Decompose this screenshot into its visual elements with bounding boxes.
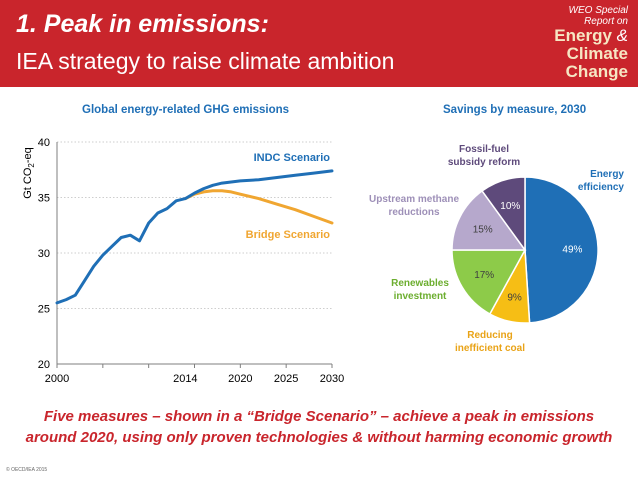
pie-category-label-energy-efficiency: Energy efficiency bbox=[578, 169, 625, 193]
pie-slice-energy-efficiency bbox=[524, 176, 599, 324]
legend-indc-scenario: INDC Scenario bbox=[254, 152, 331, 164]
x-tick-label: 2014 bbox=[173, 373, 197, 385]
pie-slice-renewables-investment bbox=[451, 249, 527, 315]
summary-text: Five measures – shown in a “Bridge Scena… bbox=[0, 406, 638, 448]
pie-category-label-reducing-inefficient-coal: Reducing inefficient coal bbox=[455, 330, 525, 354]
y-tick-label: 25 bbox=[38, 304, 50, 316]
y-tick-label: 30 bbox=[38, 248, 50, 260]
x-tick-label: 2030 bbox=[320, 373, 344, 385]
pie-value-label: 17% bbox=[474, 270, 494, 281]
logo-line-report: Report on bbox=[584, 16, 628, 27]
pie-value-label: 10% bbox=[500, 201, 520, 212]
pie-category-label-renewables-investment: Renewables investment bbox=[391, 278, 449, 302]
slide-title: 1. Peak in emissions: bbox=[16, 10, 269, 38]
x-tick-label: 2020 bbox=[228, 373, 252, 385]
pie-chart-title: Savings by measure, 2030 bbox=[443, 104, 587, 116]
logo-line-weo: WEO Special bbox=[568, 5, 628, 16]
y-axis-label: Gt CO2-eq bbox=[22, 147, 36, 199]
logo-word-change: Change bbox=[565, 62, 628, 81]
x-tick-label: 2025 bbox=[274, 373, 298, 385]
pie-category-label-fossil-fuel-subsidy-reform: Fossil-fuel subsidy reform bbox=[448, 144, 520, 168]
line-chart-title: Global energy-related GHG emissions bbox=[82, 104, 290, 116]
y-tick-label: 35 bbox=[38, 193, 50, 205]
pie-value-label: 49% bbox=[562, 245, 582, 256]
y-tick-label: 20 bbox=[38, 359, 50, 371]
pie-slice-upstream-methane-reductions bbox=[451, 189, 527, 251]
x-tick-label: 2000 bbox=[45, 373, 69, 385]
header-banner: 1. Peak in emissions: IEA strategy to ra… bbox=[0, 0, 638, 87]
pie-value-label: 15% bbox=[473, 225, 493, 236]
series-line-bridge-scenario bbox=[183, 189, 334, 225]
pie-slice-fossil-fuel-subsidy-reform bbox=[481, 176, 526, 253]
legend-bridge-scenario: Bridge Scenario bbox=[246, 229, 331, 241]
weo-logo: WEO Special Report on Energy & Climate C… bbox=[523, 5, 628, 81]
logo-word-energy: Energy bbox=[554, 26, 612, 45]
pie-category-label-upstream-methane-reductions: Upstream methane reductions bbox=[369, 194, 459, 218]
y-tick-label: 40 bbox=[38, 137, 50, 149]
summary-line-2: around 2020, using only proven technolog… bbox=[25, 429, 613, 446]
logo-word-climate: Climate bbox=[566, 44, 628, 63]
savings-pie-chart: 49% Energy efficiency 9% Reducing inefficient… bbox=[369, 144, 625, 354]
series-line-indc-scenario bbox=[55, 169, 334, 305]
slide-subtitle: IEA strategy to raise climate ambition bbox=[16, 48, 395, 74]
pie-value-label: 9% bbox=[507, 292, 522, 303]
copyright-notice: © OECD/IEA 2015 bbox=[6, 467, 48, 473]
logo-ampersand: & bbox=[616, 26, 628, 45]
summary-line-1: Five measures – shown in a “Bridge Scena… bbox=[43, 408, 595, 425]
